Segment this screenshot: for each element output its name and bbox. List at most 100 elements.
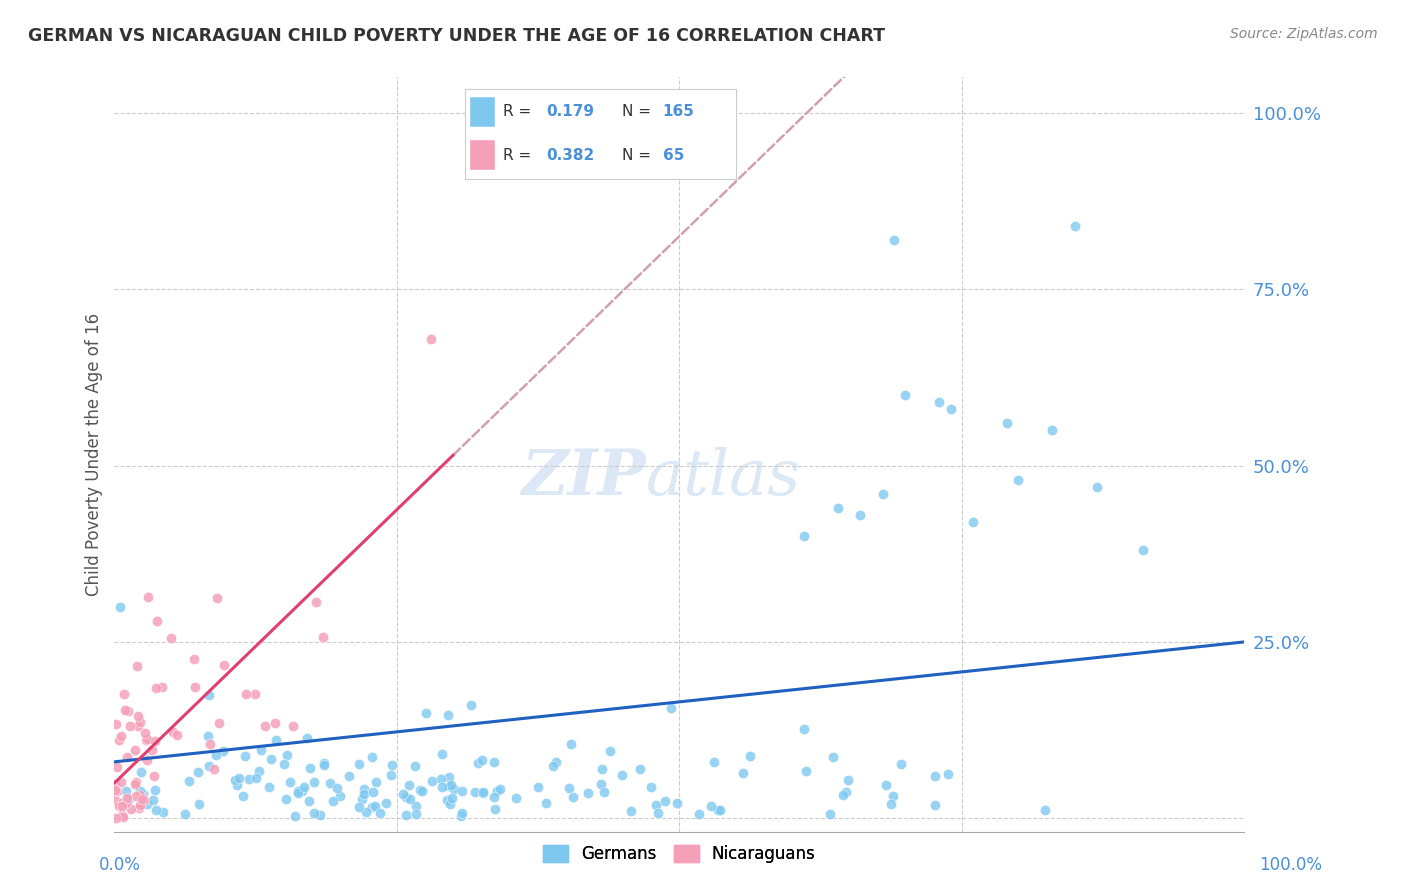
Point bbox=[322, 794, 344, 808]
Text: 100.0%: 100.0% bbox=[1258, 856, 1322, 874]
Point bbox=[197, 758, 219, 772]
Point bbox=[274, 792, 297, 806]
Point bbox=[247, 764, 270, 778]
Point bbox=[995, 416, 1018, 430]
Point bbox=[419, 331, 441, 345]
Point bbox=[1087, 480, 1109, 494]
Point bbox=[115, 797, 138, 811]
Point bbox=[202, 762, 225, 776]
Point bbox=[177, 773, 200, 788]
Text: ZIP: ZIP bbox=[522, 447, 645, 508]
Point bbox=[659, 700, 682, 714]
Point bbox=[115, 791, 138, 805]
Point bbox=[700, 798, 723, 813]
Point bbox=[111, 809, 134, 823]
Point bbox=[152, 805, 174, 820]
Point bbox=[132, 793, 155, 807]
Point bbox=[287, 783, 309, 797]
Point bbox=[381, 758, 404, 772]
Point bbox=[129, 765, 152, 780]
Point bbox=[628, 763, 651, 777]
Point bbox=[731, 766, 754, 780]
Point bbox=[205, 748, 228, 763]
Point bbox=[558, 780, 581, 795]
Point bbox=[129, 797, 152, 812]
Point bbox=[112, 687, 135, 701]
Point bbox=[135, 732, 157, 747]
Point bbox=[309, 807, 332, 822]
Point bbox=[361, 750, 384, 764]
Point bbox=[485, 784, 508, 798]
Point bbox=[132, 787, 155, 801]
Point bbox=[880, 797, 903, 812]
Point bbox=[111, 808, 134, 822]
Point bbox=[183, 652, 205, 666]
Point bbox=[962, 515, 984, 529]
Point bbox=[740, 749, 762, 764]
Point bbox=[364, 798, 387, 813]
Point bbox=[198, 737, 221, 751]
Point bbox=[890, 756, 912, 771]
Point bbox=[380, 768, 402, 782]
Point bbox=[1063, 219, 1085, 233]
Point bbox=[440, 791, 463, 805]
Point bbox=[409, 783, 432, 797]
Point bbox=[1132, 543, 1154, 558]
Point bbox=[302, 805, 325, 820]
Point bbox=[257, 780, 280, 795]
Point bbox=[104, 811, 127, 825]
Point bbox=[125, 789, 148, 804]
Point bbox=[688, 807, 710, 822]
Point bbox=[143, 783, 166, 797]
Point bbox=[437, 770, 460, 784]
Point bbox=[440, 779, 463, 793]
Point bbox=[883, 233, 905, 247]
Point bbox=[471, 786, 494, 800]
Point bbox=[395, 808, 418, 822]
Point bbox=[647, 805, 669, 820]
Point bbox=[104, 717, 127, 731]
Point bbox=[707, 803, 730, 817]
Point bbox=[872, 487, 894, 501]
Point bbox=[882, 789, 904, 803]
Point bbox=[124, 775, 146, 789]
Point bbox=[115, 784, 138, 798]
Point bbox=[482, 755, 505, 769]
Point bbox=[146, 614, 169, 628]
Point bbox=[142, 769, 165, 783]
Point bbox=[266, 733, 288, 747]
Point bbox=[620, 804, 643, 818]
Point bbox=[235, 687, 257, 701]
Point bbox=[404, 759, 426, 773]
Point bbox=[238, 772, 260, 787]
Point bbox=[312, 757, 335, 772]
Point bbox=[471, 784, 494, 798]
Point bbox=[131, 792, 153, 806]
Point bbox=[451, 784, 474, 798]
Point bbox=[834, 785, 856, 799]
Point bbox=[576, 786, 599, 800]
Point bbox=[110, 774, 132, 789]
Point bbox=[347, 757, 370, 772]
Point bbox=[114, 703, 136, 717]
Point bbox=[150, 680, 173, 694]
Text: Source: ZipAtlas.com: Source: ZipAtlas.com bbox=[1230, 27, 1378, 41]
Point bbox=[312, 756, 335, 770]
Point bbox=[127, 658, 149, 673]
Point bbox=[104, 776, 127, 790]
Point bbox=[411, 783, 433, 797]
Point bbox=[536, 796, 558, 810]
Point bbox=[226, 778, 249, 792]
Point bbox=[329, 789, 352, 804]
Point bbox=[439, 797, 461, 811]
Point bbox=[337, 769, 360, 783]
Point bbox=[105, 760, 128, 774]
Point bbox=[350, 792, 373, 806]
Point bbox=[124, 743, 146, 757]
Point bbox=[212, 744, 235, 758]
Point bbox=[302, 774, 325, 789]
Point bbox=[645, 798, 668, 813]
Point bbox=[399, 791, 422, 805]
Point bbox=[368, 805, 391, 820]
Point bbox=[875, 778, 897, 792]
